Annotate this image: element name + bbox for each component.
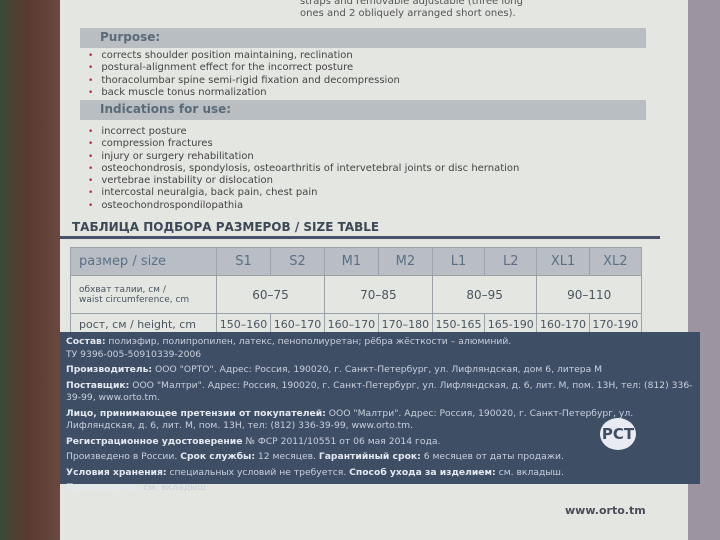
info-text: ООО "ОРТО". Адрес: Россия, 190020, г. Са… xyxy=(152,364,603,375)
size-cell: S2 xyxy=(269,247,325,276)
info-label: Поставщик: xyxy=(66,379,130,391)
table-row: размер / size S1 S2 M1 M2 L1 L2 XL1 XL2 xyxy=(70,247,643,276)
waist-cell: 60–75 xyxy=(216,275,325,314)
height-cell: 170–180 xyxy=(377,313,433,336)
indications-heading: Indications for use: xyxy=(80,100,646,120)
info-line: Произведено: см. вкладыш xyxy=(66,482,700,495)
table-row: рост, см / height, cm 150–160 160–170 16… xyxy=(70,313,643,336)
list-item: intercostal neuralgia, back pain, chest … xyxy=(88,187,519,199)
list-item: osteochondrospondilopathia xyxy=(88,200,519,212)
website-url: www.orto.tm xyxy=(565,504,646,517)
indications-list: incorrect posture compression fractures … xyxy=(88,126,519,212)
size-cell: XL2 xyxy=(588,247,643,276)
size-cell: L1 xyxy=(431,247,486,276)
list-item: postural-alignment effect for the incorr… xyxy=(88,62,400,74)
info-label: Произведено: xyxy=(66,482,141,493)
info-line: Поставщик: ООО "Малтри". Адрес: Россия, … xyxy=(66,380,700,405)
size-cell: S1 xyxy=(216,247,271,276)
info-line: Состав: полиэфир, полипропилен, латекс, … xyxy=(66,336,700,361)
waist-cell: 70–85 xyxy=(323,275,433,314)
height-cell: 170-190 xyxy=(588,313,643,336)
info-text: полиэфир, полипропилен, латекс, пенополи… xyxy=(105,336,512,347)
height-cell: 165-190 xyxy=(484,313,538,336)
size-table-title: ТАБЛИЦА ПОДБОРА РАЗМЕРОВ / SIZE TABLE xyxy=(72,220,380,234)
size-table: размер / size S1 S2 M1 M2 L1 L2 XL1 XL2 … xyxy=(70,247,643,336)
info-line: Регистрационное удостоверение № ФСР 2011… xyxy=(66,436,700,449)
size-cell: L2 xyxy=(484,247,538,276)
info-line: Произведено в России. Срок службы: 12 ме… xyxy=(66,451,700,464)
size-label: размер / size xyxy=(70,247,217,276)
info-label: Гарантийный срок: xyxy=(318,451,421,462)
list-item: vertebrae instability or dislocation xyxy=(88,175,519,187)
box-edge xyxy=(0,0,68,540)
info-text: ТУ 9396-005-50910339-2006 xyxy=(66,348,202,360)
height-label: рост, см / height, cm xyxy=(70,313,217,336)
list-item: compression fractures xyxy=(88,138,519,150)
top-note-line: ones and 2 obliquely arranged short ones… xyxy=(300,8,516,19)
info-text: 12 месяцев. xyxy=(255,451,319,462)
top-note-line: straps and removable adjustable (three l… xyxy=(300,0,523,7)
list-item: thoracolumbar spine semi-rigid fixation … xyxy=(88,75,399,87)
top-note: straps and removable adjustable (three l… xyxy=(300,0,523,20)
info-label: Состав: xyxy=(66,336,106,347)
info-text: специальных условий не требуется. xyxy=(166,466,350,478)
size-cell: M1 xyxy=(323,247,379,276)
info-text: ООО "Малтри". Адрес: Россия, 190020, г. … xyxy=(66,379,693,404)
list-item: osteochondrosis, spondylosis, osteoarthr… xyxy=(88,163,519,175)
info-text: № ФСР 2011/10551 от 06 мая 2014 года. xyxy=(242,435,441,447)
list-item: incorrect posture xyxy=(88,126,519,138)
info-label: Производитель: xyxy=(66,364,153,375)
info-label: Лицо, принимающее претензии от покупател… xyxy=(66,407,326,419)
gost-certification-logo: РСТ xyxy=(600,418,636,450)
size-cell: XL1 xyxy=(536,247,590,276)
info-text: см. вкладыш. xyxy=(495,466,564,478)
waist-cell: 90–110 xyxy=(536,275,642,314)
waist-label-en: waist circumference, cm xyxy=(79,294,190,305)
info-text: 6 месяцев от даты продажи. xyxy=(420,451,564,462)
info-panel: Состав: полиэфир, полипропилен, латекс, … xyxy=(60,332,700,493)
purpose-list: corrects shoulder position maintaining, … xyxy=(88,50,400,99)
height-cell: 160–170 xyxy=(323,313,379,336)
info-label: Способ ухода за изделием: xyxy=(349,466,496,478)
list-item: corrects shoulder position maintaining, … xyxy=(88,50,400,62)
info-label: Условия хранения: xyxy=(66,466,167,478)
info-line: Условия хранения: специальных условий не… xyxy=(66,467,700,480)
list-item: back muscle tonus normalization xyxy=(88,87,400,99)
size-cell: M2 xyxy=(377,247,433,276)
list-item: injury or surgery rehabilitation xyxy=(88,151,519,163)
purpose-heading: Purpose: xyxy=(80,28,646,48)
table-row: обхват талии, см / waist circumference, c… xyxy=(70,275,642,314)
info-label: Регистрационное удостоверение xyxy=(66,435,243,447)
info-text: ООО "Малтри". Адрес: Россия, 190020, г. … xyxy=(66,407,634,432)
waist-cell: 80–95 xyxy=(431,275,538,314)
info-label: Срок службы: xyxy=(180,451,256,462)
waist-label: обхват талии, см / waist circumference, c… xyxy=(70,275,217,314)
info-text: Произведено в России. xyxy=(66,451,181,462)
waist-label-ru: обхват талии, см / xyxy=(79,284,166,295)
info-line: Производитель: ООО "ОРТО". Адрес: Россия… xyxy=(66,364,700,377)
info-line: Лицо, принимающее претензии от покупател… xyxy=(66,408,700,433)
info-text: см. вкладыш xyxy=(140,482,206,493)
divider xyxy=(60,236,660,239)
